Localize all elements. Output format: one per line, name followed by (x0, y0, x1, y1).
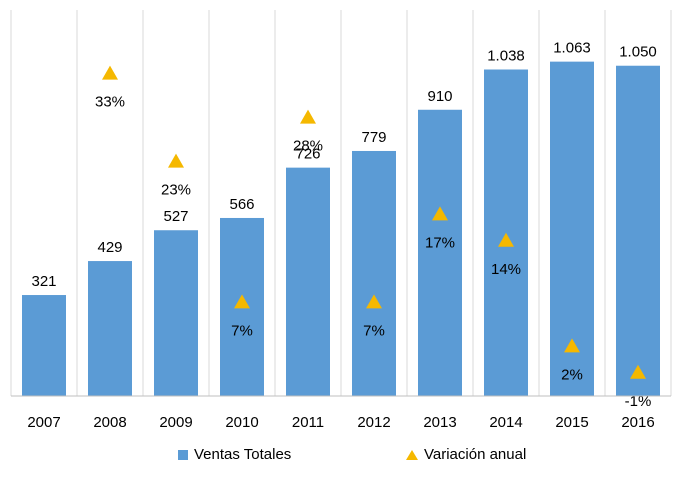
bar-label-ventas: 910 (427, 88, 452, 105)
marker-label-variacion: 23% (161, 182, 191, 199)
marker-label-variacion: -1% (625, 393, 652, 410)
marker-variacion (102, 65, 118, 80)
x-tick-label: 2015 (555, 414, 588, 431)
x-tick-label: 2011 (292, 414, 324, 431)
marker-label-variacion: 17% (425, 234, 455, 251)
marker-variacion (498, 232, 514, 247)
marker-label-variacion: 14% (491, 261, 521, 278)
marker-variacion (300, 109, 316, 124)
marker-label-variacion: 7% (363, 322, 385, 339)
chart-canvas: 3212007429200833%527200923%56620107%7262… (10, 10, 672, 431)
marker-label-variacion: 33% (95, 94, 125, 111)
marker-label-variacion: 28% (293, 138, 323, 155)
marker-variacion (168, 153, 184, 168)
bar-ventas (22, 295, 66, 396)
legend-item-ventas: Ventas Totales (178, 446, 291, 463)
bar-ventas (352, 150, 396, 396)
bar-ventas (616, 65, 660, 397)
x-tick-label: 2014 (489, 414, 522, 431)
marker-variacion (234, 294, 250, 309)
bar-ventas (418, 109, 462, 396)
legend-label-ventas: Ventas Totales (194, 446, 292, 463)
legend-label-variacion: Variación anual (424, 446, 527, 463)
bar-label-ventas: 429 (97, 239, 122, 256)
x-tick-label: 2008 (93, 414, 126, 431)
bar-ventas (484, 69, 528, 396)
bar-label-ventas: 527 (163, 208, 188, 225)
x-tick-label: 2009 (159, 414, 192, 431)
x-tick-label: 2013 (423, 414, 456, 431)
bar-ventas (286, 167, 330, 396)
legend-swatch-variacion (406, 449, 418, 460)
marker-variacion (432, 206, 448, 221)
bar-label-ventas: 1.050 (619, 44, 657, 61)
bar-ventas (88, 261, 132, 396)
bar-label-ventas: 1.038 (487, 48, 525, 65)
x-tick-label: 2007 (27, 414, 60, 431)
x-tick-label: 2012 (357, 414, 390, 431)
bar-ventas (154, 230, 198, 396)
marker-label-variacion: 7% (231, 322, 253, 339)
legend-item-variacion: Variación anual (406, 446, 526, 463)
marker-variacion (366, 294, 382, 309)
legend-swatch-ventas (178, 449, 188, 460)
x-tick-label: 2016 (621, 414, 654, 431)
bar-label-ventas: 779 (361, 129, 386, 146)
marker-variacion (564, 338, 580, 353)
marker-variacion (630, 364, 646, 379)
x-tick-label: 2010 (225, 414, 258, 431)
marker-label-variacion: 2% (561, 366, 583, 383)
bar-label-ventas: 566 (229, 196, 254, 213)
legend: Ventas Totales Variación anual (0, 446, 694, 470)
bar-label-ventas: 321 (31, 273, 56, 290)
bar-label-ventas: 1.063 (553, 40, 591, 57)
bar-label-ventas: 726 (295, 146, 320, 163)
